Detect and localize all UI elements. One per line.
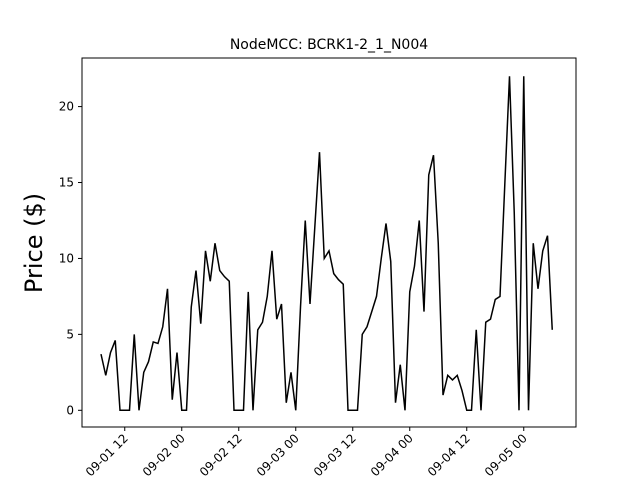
x-tick-label: 09-03 00 xyxy=(254,431,302,479)
chart-title: NodeMCC: BCRK1-2_1_N004 xyxy=(230,37,428,53)
y-tick-label: 10 xyxy=(59,251,74,265)
y-tick-label: 15 xyxy=(59,176,74,190)
x-tick-label: 09-04 12 xyxy=(425,431,473,479)
x-tick-label: 09-03 12 xyxy=(311,431,359,479)
x-tick-label: 09-02 12 xyxy=(197,431,245,479)
x-tick-label: 09-05 00 xyxy=(482,431,530,479)
x-tick-label: 09-01 12 xyxy=(83,431,131,479)
y-tick-label: 0 xyxy=(66,403,74,417)
y-tick-label: 20 xyxy=(59,100,74,114)
plot-area xyxy=(81,57,577,428)
x-tick-label: 09-02 00 xyxy=(140,431,188,479)
y-tick-label: 5 xyxy=(66,327,74,341)
x-tick-label: 09-04 00 xyxy=(368,431,416,479)
price-line xyxy=(100,76,553,412)
y-axis-label: Price ($) xyxy=(20,193,48,293)
